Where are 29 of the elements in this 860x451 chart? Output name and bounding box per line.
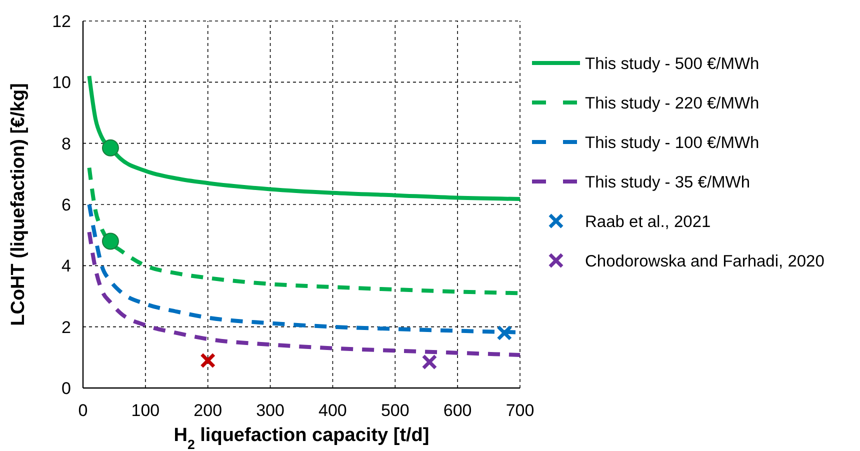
x-tick-label: 400 xyxy=(318,401,347,420)
legend-label: Chodorowska and Farhadi, 2020 xyxy=(585,252,824,270)
y-tick-label: 10 xyxy=(52,73,71,92)
point xyxy=(102,232,119,250)
point xyxy=(496,325,512,341)
x-tick-label: 700 xyxy=(506,401,534,420)
line-series xyxy=(87,74,522,201)
legend-label: This study - 500 €/MWh xyxy=(585,55,760,73)
legend-label: This study - 35 €/MWh xyxy=(585,174,750,192)
y-tick-label: 8 xyxy=(62,134,71,154)
y-tick-label: 0 xyxy=(62,379,71,398)
x-tick-label: 0 xyxy=(78,401,88,420)
y-tick-label: 4 xyxy=(62,256,71,276)
point xyxy=(422,354,438,370)
y-axis-title: LCoHT (liquefaction) [€/kg] xyxy=(8,83,29,326)
x-tick-label: 100 xyxy=(131,401,160,420)
x-tick-label: 300 xyxy=(256,401,284,420)
x-tick-label: 600 xyxy=(443,401,472,420)
point xyxy=(200,352,216,368)
y-tick-label: 12 xyxy=(52,12,71,31)
y-tick-label: 6 xyxy=(62,196,71,214)
x-axis-title: H$_{2}$ liquefaction capacity [t/d] xyxy=(174,425,430,451)
y-tick-label: 2 xyxy=(62,318,71,337)
x-tick-label: 500 xyxy=(380,401,410,420)
legend-label: This study - 220 €/MWh xyxy=(585,94,760,112)
legend-label: This study - 100 €/MWh xyxy=(585,134,760,152)
x-tick-label: 200 xyxy=(194,401,222,420)
legend-label: Raab et al., 2021 xyxy=(585,213,711,231)
point xyxy=(102,139,119,156)
